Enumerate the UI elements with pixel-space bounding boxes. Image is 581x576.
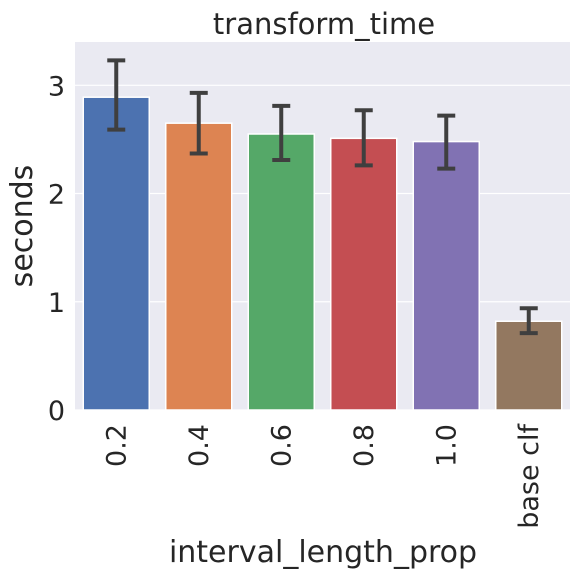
chart-title: transform_time [213, 7, 435, 41]
y-tick-label: 2 [48, 180, 65, 211]
x-tick-labels: 0.2 0.4 0.6 0.8 1.0 base clf [101, 423, 545, 529]
error-bar [189, 90, 208, 156]
x-tick-label: 0.4 [184, 424, 215, 467]
x-axis-label: interval_length_prop [169, 535, 477, 570]
error-bar [272, 103, 291, 162]
grid [75, 84, 570, 411]
x-tick-label: 0.8 [349, 424, 380, 467]
y-tick-labels: 0 1 2 3 [48, 71, 65, 427]
x-tick-label: 1.0 [431, 424, 462, 467]
error-bar [107, 58, 126, 132]
error-bar [437, 113, 456, 171]
bar [247, 133, 315, 411]
y-axis-label: seconds [5, 165, 40, 288]
bar [412, 140, 480, 411]
x-tick-label: base clf [514, 423, 545, 529]
x-tick-label: 0.2 [101, 424, 132, 467]
error-bars [107, 58, 538, 336]
bar [330, 137, 398, 411]
y-tick-label: 1 [48, 288, 65, 319]
bar [495, 320, 563, 411]
x-tick-label: 0.6 [266, 424, 297, 467]
plot-area [75, 42, 570, 410]
bars [82, 96, 563, 411]
error-bar [354, 108, 373, 168]
y-tick-label: 3 [48, 71, 65, 102]
y-tick-label: 0 [48, 396, 65, 427]
bar [165, 122, 233, 411]
error-bar [519, 306, 538, 336]
bar [82, 96, 150, 411]
